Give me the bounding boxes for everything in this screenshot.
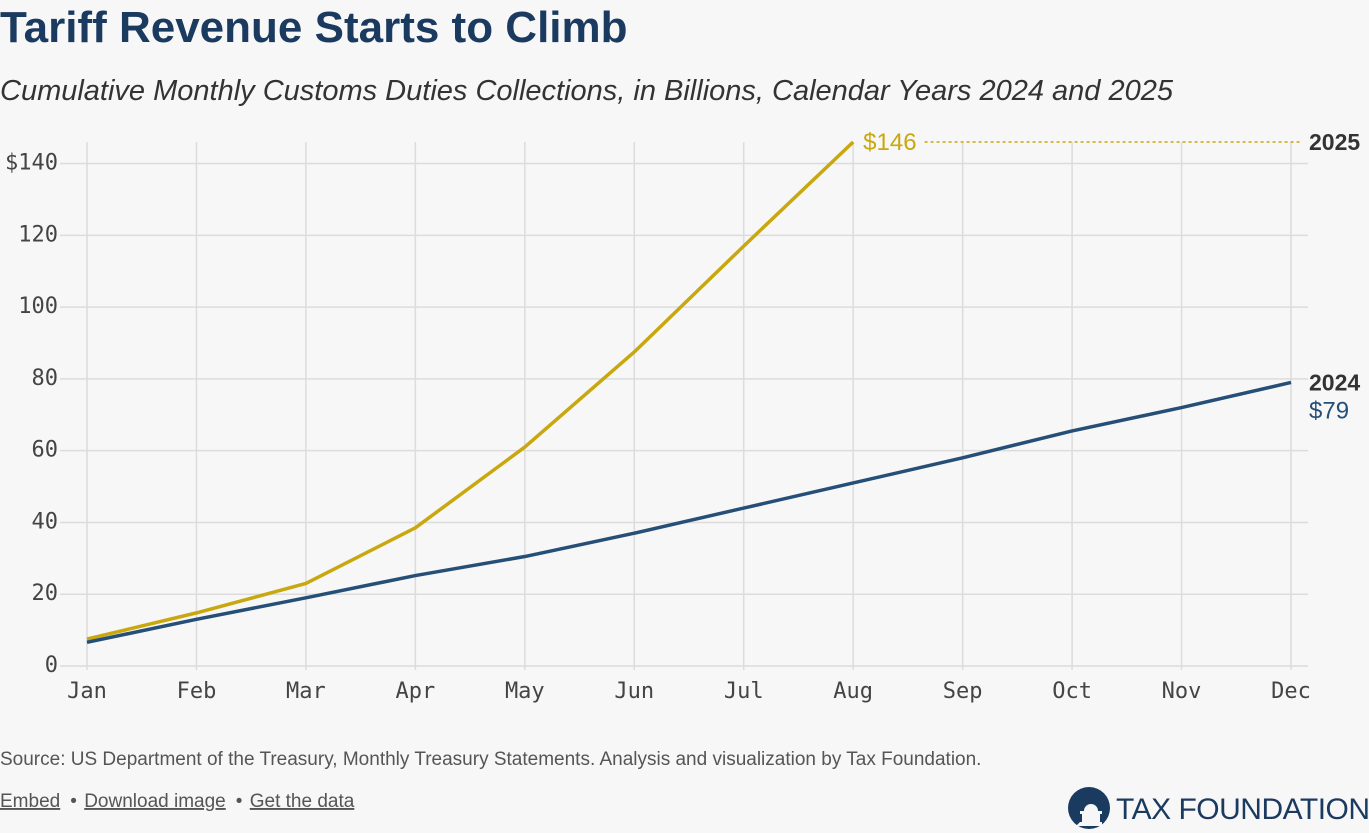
links: Embed • Download image • Get the data	[0, 791, 355, 812]
logo: TAX FOUNDATION	[1068, 787, 1369, 829]
line	[86, 380, 1292, 645]
value-label: $146	[863, 129, 916, 156]
separator: •	[236, 791, 243, 812]
x-tick-label: Jun	[614, 679, 654, 704]
x-tick-label: Jan	[67, 679, 107, 704]
x-tick-label: Feb	[177, 679, 217, 704]
y-tick-label: 100	[18, 294, 58, 319]
link[interactable]: Embed	[0, 791, 60, 812]
line	[86, 140, 855, 641]
series-label: 2024	[1309, 369, 1360, 395]
y-tick-label: 20	[32, 581, 59, 606]
link[interactable]: Download image	[84, 791, 226, 812]
value-label: $79	[1309, 397, 1349, 424]
x-tick-label: May	[505, 679, 545, 704]
y-tick-label: 120	[18, 222, 58, 247]
y-tick-label: 0	[45, 653, 58, 678]
link[interactable]: Get the data	[250, 791, 355, 812]
chart-subtitle: Cumulative Monthly Customs Duties Collec…	[0, 75, 1174, 107]
y-tick-label: 60	[32, 438, 59, 463]
y-tick-label: 80	[32, 366, 59, 391]
x-tick-label: Apr	[395, 679, 435, 704]
x-tick-label: Jul	[724, 679, 764, 704]
x-tick-label: Mar	[286, 679, 326, 704]
x-tick-label: Aug	[833, 679, 873, 704]
x-tick-label: Oct	[1052, 679, 1092, 704]
chart-title: Tariff Revenue Starts to Climb	[0, 3, 628, 52]
series-label: 2025	[1309, 129, 1360, 155]
logo-text: TAX FOUNDATION	[1116, 793, 1369, 826]
y-tick-label: 40	[32, 509, 59, 534]
y-tick-label: $140	[5, 151, 58, 176]
x-tick-label: Dec	[1271, 679, 1311, 704]
separator: •	[70, 791, 77, 812]
source: Source: US Department of the Treasury, M…	[0, 749, 981, 770]
x-tick-label: Nov	[1162, 679, 1202, 704]
x-tick-label: Sep	[943, 679, 983, 704]
logo-capitol	[1076, 804, 1102, 826]
